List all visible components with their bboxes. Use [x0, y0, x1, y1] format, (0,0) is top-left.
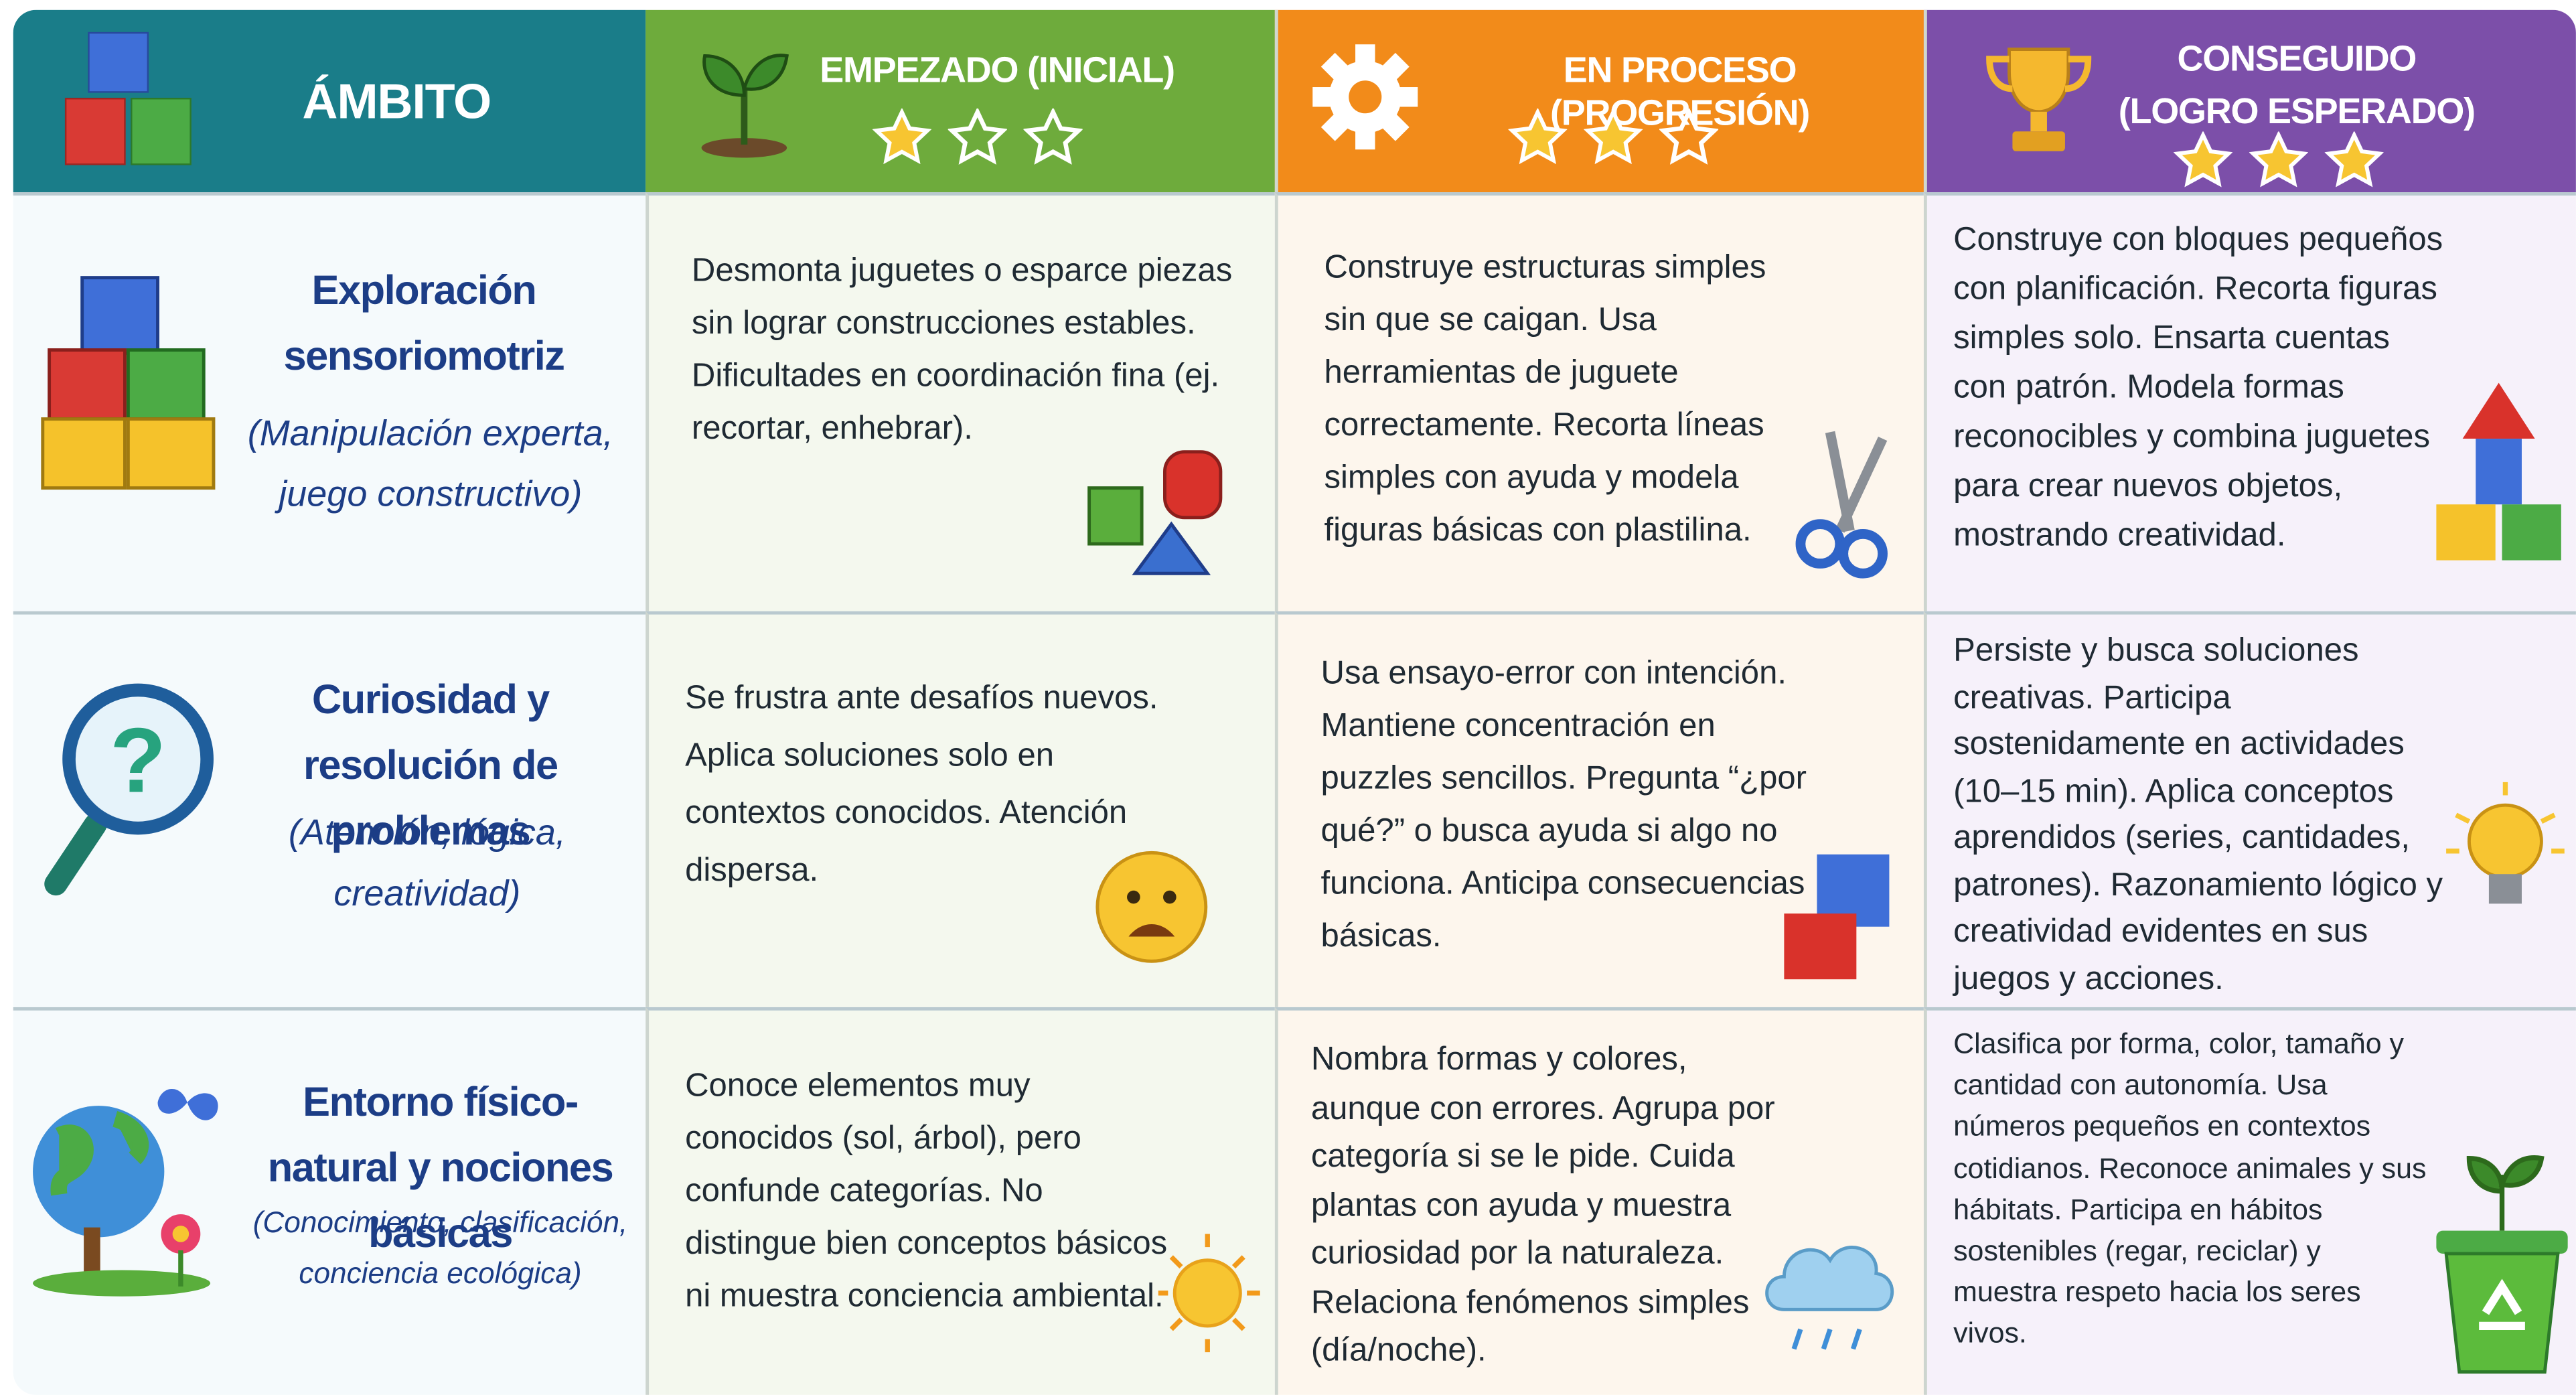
star — [2249, 131, 2308, 190]
scissors-icon — [1795, 431, 1888, 579]
puzzle-icon — [1784, 854, 1890, 980]
cell-text: Conoce elementos muy conocidos (sol, árb… — [685, 1068, 1168, 1315]
blocks-icon — [41, 276, 216, 490]
cloud-icon — [1765, 1246, 1894, 1350]
bulb-icon — [2446, 782, 2565, 904]
star — [873, 108, 931, 167]
level-cell: Clasifica por forma, color, tamaño y can… — [1923, 1007, 2576, 1395]
level-cell: Usa ensayo-error con intención. Mantiene… — [1274, 611, 1924, 1007]
cell-text: Persiste y busca soluciones creativas. P… — [1953, 632, 2443, 997]
stars — [1508, 108, 1718, 167]
gear-icon — [1312, 44, 1418, 150]
star — [1584, 108, 1643, 167]
header-cell: EN PROCESO (PROGRESIÓN) — [1274, 9, 1924, 193]
domain-title: Curiosidad y resolución de problemas — [303, 676, 558, 855]
trophy-icon — [1986, 48, 2092, 151]
header-cell: ÁMBITO — [13, 9, 646, 193]
header-cell: CONSEGUIDO (LOGRO ESPERADO) — [1923, 9, 2576, 193]
sad-face-icon — [1095, 851, 1208, 963]
domain-subtitle: (Manipulación experta, juego constructiv… — [247, 412, 613, 514]
star — [1659, 108, 1718, 167]
header-cell: EMPEZADO (INICIAL) — [646, 9, 1275, 193]
header-title: EMPEZADO (INICIAL) — [820, 49, 1175, 90]
stars — [2174, 131, 2384, 190]
domain-title: Entorno físico-natural y nociones básica… — [267, 1079, 614, 1257]
blocks-icon — [64, 31, 192, 165]
cell-text: Desmonta juguetes o esparce piezas sin l… — [691, 252, 1233, 447]
cell-text: Clasifica por forma, color, tamaño y can… — [1953, 1027, 2427, 1350]
magnifier-icon: ? — [44, 683, 214, 896]
level-cell: Persiste y busca soluciones creativas. P… — [1923, 611, 2576, 1007]
domain-subtitle: (Atención, lógica, creatividad) — [288, 811, 566, 914]
header-title: ÁMBITO — [302, 75, 491, 130]
star — [2174, 131, 2232, 190]
star — [1508, 108, 1567, 167]
rubric-table: ÁMBITO EMPEZADO (INICIAL) EN PROCESO (PR… — [13, 9, 2576, 1395]
sprout-icon — [701, 54, 789, 158]
level-cell: Construye con bloques pequeños con plani… — [1923, 192, 2576, 611]
cell-text: Construye estructuras simples sin que se… — [1324, 249, 1766, 549]
level-cell: Conoce elementos muy conocidos (sol, árb… — [646, 1007, 1275, 1395]
star — [1023, 108, 1082, 167]
domain-title: Exploración sensoriomotriz — [283, 267, 565, 380]
stars — [873, 108, 1083, 167]
domain-cell: Entorno físico-natural y nociones básica… — [13, 1007, 646, 1395]
sun-icon — [1158, 1234, 1260, 1353]
shapes-icon — [1087, 450, 1223, 575]
level-cell: Desmonta juguetes o esparce piezas sin l… — [646, 192, 1275, 611]
nature-icon — [33, 1088, 218, 1297]
star — [948, 108, 1007, 167]
domain-cell: Exploración sensoriomotriz (Manipulación… — [13, 192, 646, 611]
level-cell: Se frustra ante desafíos nuevos. Aplica … — [646, 611, 1275, 1007]
cell-text: Construye con bloques pequeños con plani… — [1953, 222, 2443, 554]
cell-text: Usa ensayo-error con intención. Mantiene… — [1320, 655, 1807, 955]
tower-icon — [2436, 382, 2561, 561]
star — [2325, 131, 2384, 190]
domain-subtitle: (Conocimiento, clasificación, conciencia… — [252, 1205, 628, 1290]
level-cell: Nombra formas y colores, aunque con erro… — [1274, 1007, 1924, 1395]
cell-text: Nombra formas y colores, aunque con erro… — [1310, 1041, 1775, 1369]
domain-cell: ? Curiosidad y resolución de problemas (… — [13, 611, 646, 1007]
recycle-bin-icon — [2436, 1155, 2568, 1374]
level-cell: Construye estructuras simples sin que se… — [1274, 192, 1924, 611]
header-title: CONSEGUIDO (LOGRO ESPERADO) — [2118, 38, 2476, 132]
cell-text: Se frustra ante desafíos nuevos. Aplica … — [685, 680, 1158, 889]
svg-text:?: ? — [110, 710, 166, 812]
